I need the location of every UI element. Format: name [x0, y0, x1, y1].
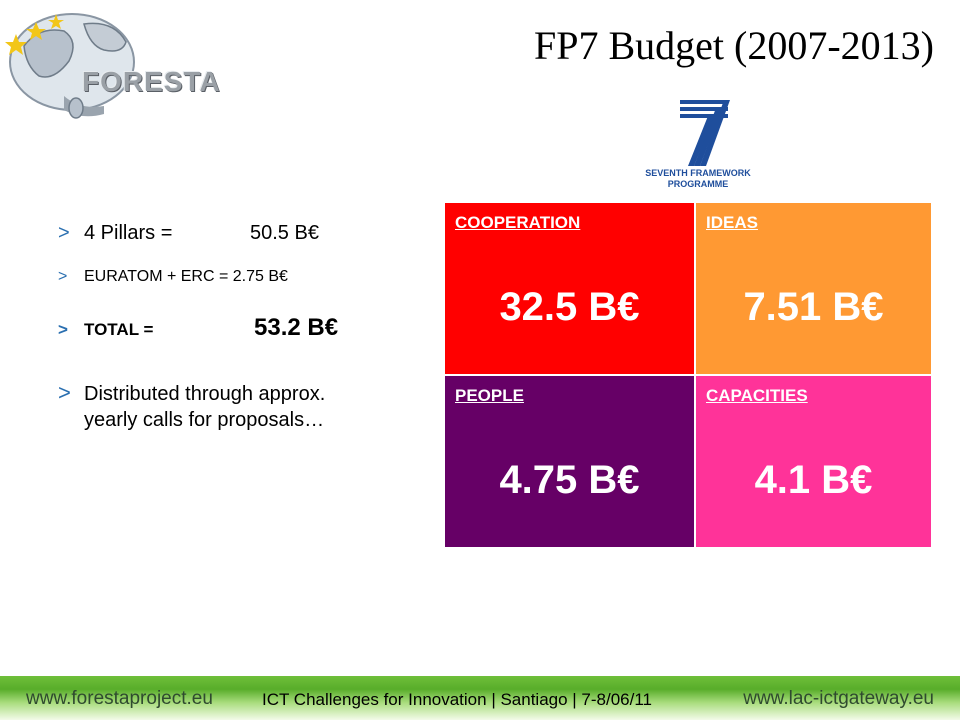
foresta-logo: FORESTA	[4, 6, 220, 126]
pillar-people: PEOPLE 4.75 B€	[444, 375, 695, 548]
footer-event-text: ICT Challenges for Innovation | Santiago…	[262, 690, 653, 709]
pillar-label: PEOPLE	[455, 386, 524, 405]
pillar-label: IDEAS	[706, 213, 758, 232]
distributed-line1: Distributed through approx.	[84, 383, 326, 405]
euratom-text: EURATOM + ERC = 2.75 B€	[84, 268, 288, 285]
bullet-marker: >	[58, 320, 68, 339]
bullet-pillars: >4 Pillars = 50.5 B€	[58, 222, 319, 245]
pillars-label: 4 Pillars =	[84, 222, 173, 244]
pillar-cooperation: COOPERATION 32.5 B€	[444, 202, 695, 375]
fp7-logo: SEVENTH FRAMEWORK PROGRAMME	[640, 96, 756, 192]
pillar-value: 4.1 B€	[754, 458, 873, 502]
fp7-logo-line1: SEVENTH FRAMEWORK	[645, 168, 751, 178]
footer-link-gateway[interactable]: www.lac-ictgateway.eu	[743, 688, 934, 709]
pillar-label: COOPERATION	[455, 213, 581, 232]
bullet-marker: >	[58, 380, 71, 405]
pillar-ideas: IDEAS 7.51 B€	[695, 202, 932, 375]
bullet-euratom: > EURATOM + ERC = 2.75 B€	[58, 268, 288, 286]
pillar-value: 32.5 B€	[499, 285, 640, 329]
seven-icon: SEVENTH FRAMEWORK PROGRAMME	[645, 100, 751, 189]
bullet-distributed: > Distributed through approx. yearly call…	[58, 380, 325, 433]
footer-link-foresta[interactable]: www.forestaproject.eu	[26, 688, 213, 709]
fp7-logo-line2: PROGRAMME	[668, 179, 729, 189]
bullet-total: > TOTAL = 53.2 B€	[58, 314, 338, 341]
pillar-value: 4.75 B€	[499, 458, 640, 502]
pillar-label: CAPACITIES	[706, 386, 808, 405]
total-value: 53.2 B€	[254, 314, 339, 341]
logo-text: FORESTA	[82, 66, 221, 97]
total-label: TOTAL =	[84, 320, 154, 339]
page-title: FP7 Budget (2007-2013)	[534, 23, 934, 68]
pillar-capacities: CAPACITIES 4.1 B€	[695, 375, 932, 548]
pillars-grid: COOPERATION 32.5 B€ IDEAS 7.51 B€ PEOPLE…	[444, 202, 932, 548]
bullet-marker: >	[58, 268, 68, 285]
distributed-line2: yearly calls for proposals…	[84, 409, 325, 431]
pillar-value: 7.51 B€	[743, 285, 884, 329]
globe-icon	[5, 13, 135, 119]
bullet-marker: >	[58, 222, 70, 244]
footer-bar: www.forestaproject.eu ICT Challenges for…	[0, 676, 960, 720]
pillars-value: 50.5 B€	[250, 222, 319, 244]
